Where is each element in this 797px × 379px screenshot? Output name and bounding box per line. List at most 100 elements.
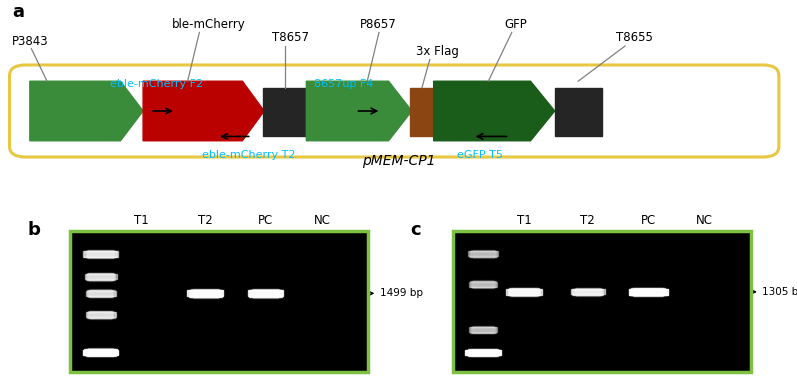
Text: eble-mCherry F2: eble-mCherry F2: [109, 79, 202, 89]
Bar: [467, 350, 500, 355]
Bar: [263, 88, 306, 136]
Bar: [249, 290, 282, 297]
Bar: [576, 288, 599, 296]
Bar: [87, 250, 114, 258]
Bar: [70, 231, 368, 372]
Text: 1499 bp: 1499 bp: [379, 288, 422, 298]
Bar: [472, 251, 495, 257]
Text: T2: T2: [580, 214, 595, 227]
Text: 8657up F4: 8657up F4: [314, 79, 374, 89]
Text: eble-mCherry T2: eble-mCherry T2: [202, 150, 295, 160]
Bar: [633, 288, 663, 296]
Text: T8655: T8655: [615, 31, 653, 44]
Polygon shape: [434, 81, 555, 141]
Bar: [470, 282, 497, 287]
Bar: [472, 326, 494, 333]
Text: NC: NC: [697, 214, 713, 227]
Bar: [87, 273, 114, 280]
Bar: [88, 290, 113, 297]
Bar: [634, 288, 662, 296]
Bar: [469, 327, 497, 332]
Bar: [250, 290, 281, 297]
Bar: [472, 281, 494, 288]
Bar: [469, 282, 497, 287]
Bar: [85, 251, 116, 257]
Bar: [506, 289, 542, 294]
Bar: [470, 327, 497, 332]
Polygon shape: [306, 81, 412, 141]
Bar: [473, 326, 493, 334]
Bar: [453, 231, 751, 372]
Bar: [89, 311, 112, 318]
Text: c: c: [410, 221, 421, 238]
Bar: [87, 349, 114, 356]
Bar: [510, 288, 538, 296]
Bar: [89, 273, 112, 280]
Bar: [88, 250, 113, 258]
Bar: [631, 288, 665, 295]
Bar: [84, 274, 116, 279]
Text: NC: NC: [314, 214, 331, 227]
Bar: [629, 289, 668, 295]
Bar: [90, 290, 111, 297]
Bar: [83, 350, 118, 355]
Bar: [84, 251, 117, 257]
Bar: [468, 349, 498, 356]
Text: PC: PC: [258, 214, 273, 227]
Bar: [555, 88, 602, 136]
Bar: [253, 289, 278, 298]
Bar: [410, 88, 434, 136]
Text: 3x Flag: 3x Flag: [416, 45, 458, 58]
Bar: [88, 311, 113, 318]
Text: PC: PC: [641, 214, 656, 227]
Bar: [84, 349, 117, 356]
Bar: [473, 250, 493, 258]
Text: T2: T2: [198, 214, 213, 227]
Bar: [193, 289, 218, 298]
Text: P8657: P8657: [359, 18, 396, 31]
Bar: [85, 291, 116, 296]
Bar: [471, 281, 495, 287]
Bar: [471, 349, 496, 356]
Bar: [87, 290, 115, 296]
Bar: [83, 251, 118, 257]
Text: 1305 bp: 1305 bp: [762, 287, 797, 297]
Bar: [469, 251, 497, 257]
Text: a: a: [12, 3, 24, 21]
Polygon shape: [29, 81, 143, 141]
Bar: [512, 288, 536, 296]
Text: b: b: [28, 221, 41, 238]
Text: T1: T1: [516, 214, 532, 227]
Text: GFP: GFP: [504, 18, 527, 31]
Polygon shape: [143, 81, 264, 141]
Text: ble-mCherry: ble-mCherry: [172, 18, 245, 31]
Bar: [575, 288, 601, 295]
Text: T1: T1: [134, 214, 149, 227]
Text: T8657: T8657: [272, 31, 309, 44]
Bar: [453, 231, 751, 372]
Bar: [90, 311, 111, 318]
Bar: [571, 289, 605, 294]
Bar: [85, 312, 116, 317]
Bar: [469, 349, 497, 356]
Text: eGFP T5: eGFP T5: [457, 150, 503, 160]
Bar: [190, 290, 220, 297]
Bar: [473, 280, 493, 288]
Text: pMEM-CP1: pMEM-CP1: [362, 154, 435, 168]
Bar: [630, 288, 666, 295]
Bar: [86, 274, 116, 280]
Bar: [508, 289, 540, 295]
Bar: [191, 290, 219, 297]
Bar: [465, 350, 501, 355]
Bar: [574, 289, 602, 295]
Bar: [508, 288, 539, 295]
Bar: [70, 231, 368, 372]
Bar: [470, 251, 496, 257]
Bar: [87, 312, 115, 318]
Bar: [88, 273, 113, 280]
Bar: [187, 290, 223, 296]
Bar: [248, 290, 283, 296]
Bar: [572, 289, 603, 294]
Bar: [471, 327, 495, 333]
Bar: [468, 251, 498, 257]
